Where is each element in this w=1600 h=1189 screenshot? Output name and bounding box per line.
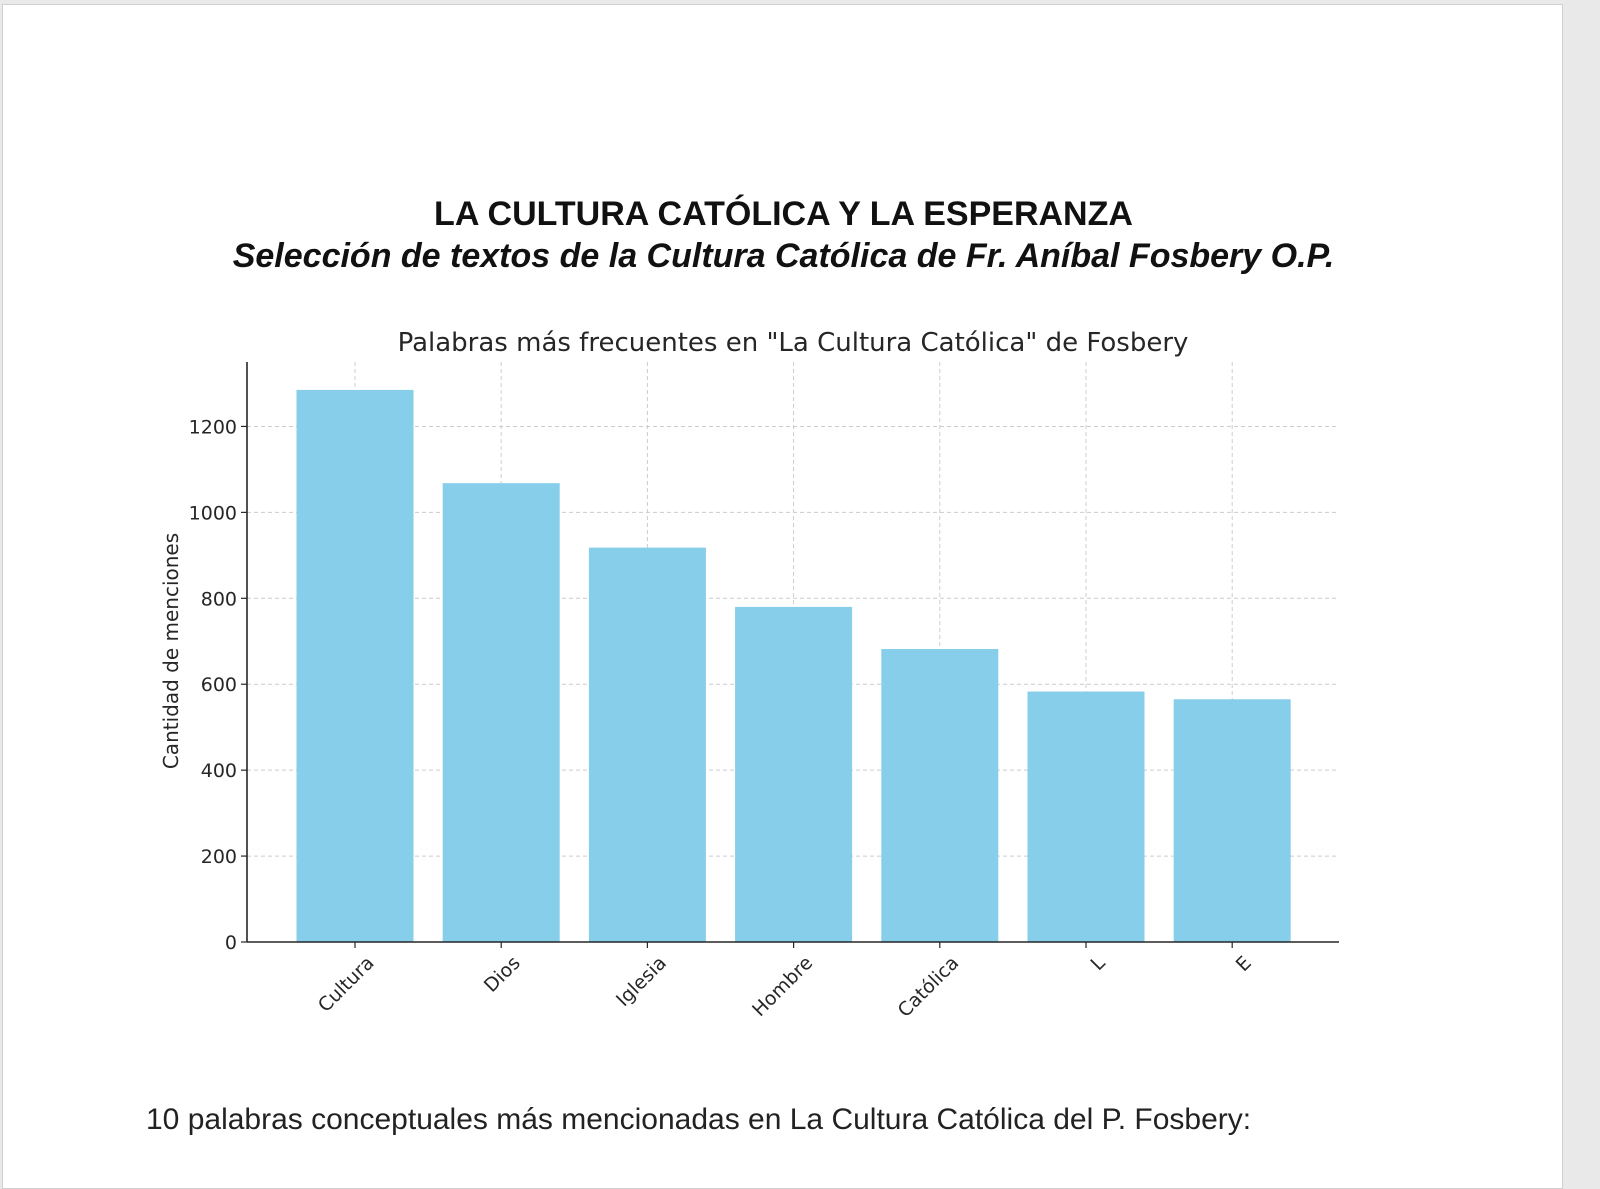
document-subtitle: Selección de textos de la Cultura Católi… bbox=[232, 237, 1335, 275]
bar-hombre bbox=[735, 606, 853, 942]
y-tick-label: 800 bbox=[201, 588, 237, 610]
bar-l bbox=[1027, 691, 1145, 942]
x-tick-label: E bbox=[1232, 952, 1256, 976]
bar-iglesia bbox=[588, 547, 706, 942]
x-tick-label: Cultura bbox=[314, 952, 379, 1017]
y-tick-label: 200 bbox=[201, 846, 237, 868]
document-page: LA CULTURA CATÓLICA Y LA ESPERANZA Selec… bbox=[2, 4, 1563, 1189]
y-tick-label: 400 bbox=[201, 760, 237, 782]
chart-title: Palabras más frecuentes en "La Cultura C… bbox=[398, 328, 1189, 358]
y-ticks: 0 200 400 600 800 1000 1200 bbox=[189, 416, 247, 954]
y-tick-label: 1000 bbox=[189, 502, 237, 524]
x-tick-label: Hombre bbox=[748, 952, 817, 1021]
x-tick-label: Iglesia bbox=[612, 952, 671, 1011]
y-tick-label: 0 bbox=[225, 932, 237, 954]
y-tick-label: 600 bbox=[201, 674, 237, 696]
bar-católica bbox=[881, 648, 999, 942]
caption-text: 10 palabras conceptuales más mencionadas… bbox=[146, 1103, 1252, 1136]
x-ticks: Cultura Dios Iglesia Hombre Católica L E bbox=[314, 942, 1256, 1022]
bar-dios bbox=[442, 483, 560, 942]
bar-cultura bbox=[296, 389, 414, 943]
x-tick-label: Católica bbox=[894, 952, 964, 1022]
bar-chart: 0 200 400 600 800 1000 1200 Cultura Dios Iglesia… bbox=[159, 328, 1339, 1022]
bar-e bbox=[1173, 699, 1291, 942]
x-tick-label: L bbox=[1086, 952, 1109, 975]
x-tick-label: Dios bbox=[480, 952, 525, 997]
y-axis-label: Cantidad de menciones bbox=[159, 533, 183, 769]
y-tick-label: 1200 bbox=[189, 416, 237, 438]
document-title: LA CULTURA CATÓLICA Y LA ESPERANZA bbox=[434, 195, 1133, 233]
bars bbox=[296, 389, 1291, 943]
